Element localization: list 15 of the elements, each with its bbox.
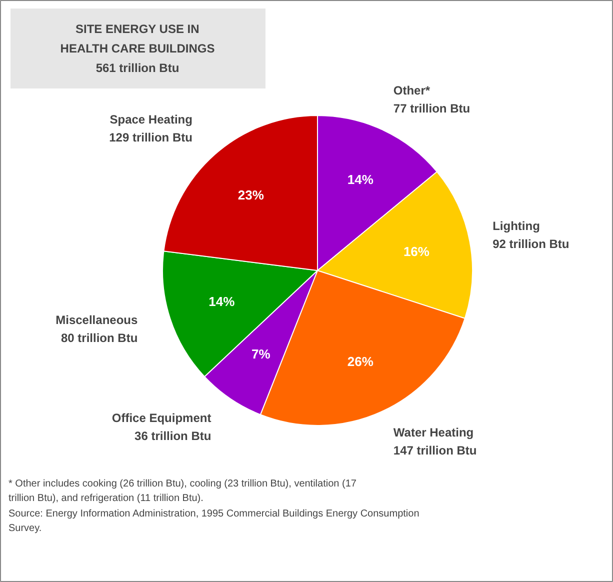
data-label: 23% <box>238 187 264 202</box>
data-label: 14% <box>208 294 236 310</box>
data-label: 7% <box>251 346 271 362</box>
text: * Other includes cooking (26 trillion Btu), cooling (23 trillion Btu), ventilation (17 trillion Btu), and refrigeration (11 trillion Btu). <box>8 478 357 504</box>
slice-label: Other* 77 trillion Btu <box>393 83 470 116</box>
data-label: 14% <box>347 172 374 187</box>
slice-label: Lighting 92 trillion Btu <box>492 218 570 252</box>
source-note: Source: Energy Information Administration, 1995 Commercial Buildings Energy Consumption Survey. <box>8 508 420 534</box>
chart-title: SITE ENERGY USE IN HEALTH CARE BUILDINGS 561 trillion Btu <box>60 22 215 76</box>
data-label: 16% <box>403 244 430 260</box>
slice-label: Office Equipment 36 trillion Btu <box>112 410 212 443</box>
slice-label: Water Heating 147 trillion Btu <box>393 426 477 458</box>
slice-label: Miscellaneous 80 trillion Btu <box>56 312 138 346</box>
data-label: 26% <box>347 354 374 370</box>
slice-label: Space Heating 129 trillion Btu <box>109 112 192 145</box>
